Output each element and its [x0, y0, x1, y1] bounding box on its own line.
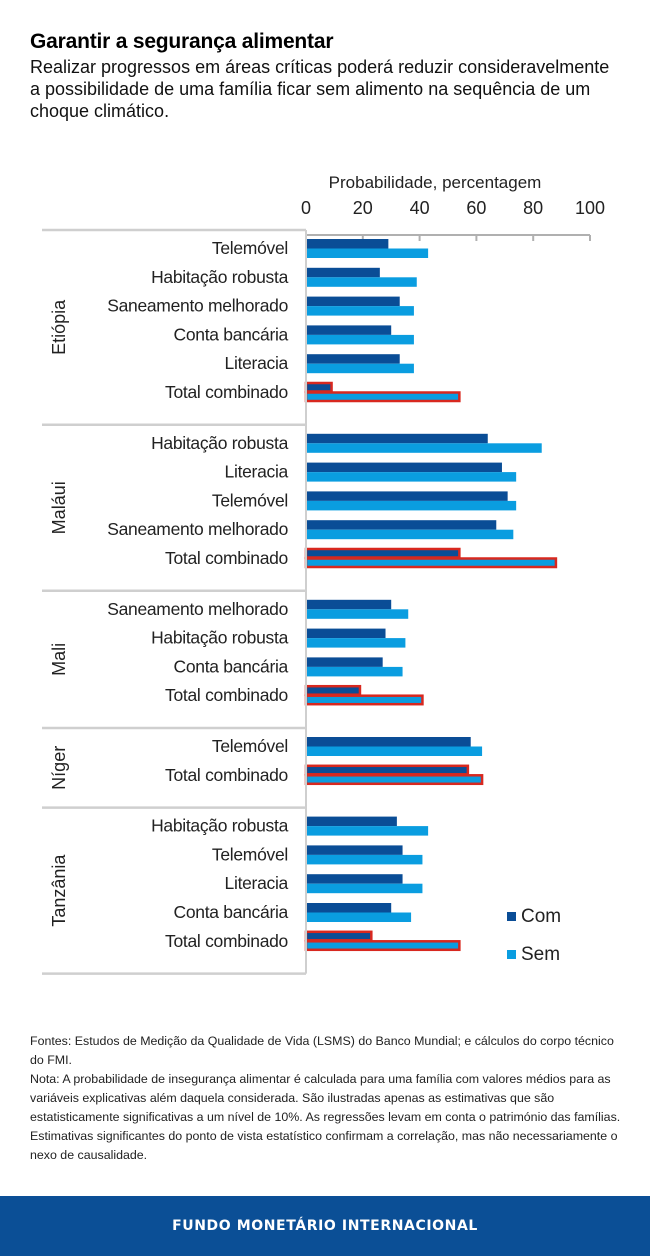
- bar-com: [306, 354, 400, 364]
- category-label: Total combinado: [165, 931, 288, 951]
- bar-sem: [306, 248, 429, 258]
- category-label: Conta bancária: [174, 324, 289, 344]
- bar-sem: [306, 529, 514, 540]
- bar-com: [306, 599, 392, 610]
- x-tick-label: 0: [301, 198, 311, 218]
- legend: Com Sem: [507, 906, 561, 965]
- chart-title: Garantir a segurança alimentar: [30, 30, 334, 53]
- category-label: Total combinado: [165, 382, 288, 402]
- category-label: Habitação robusta: [151, 267, 289, 287]
- category-label: Telemóvel: [212, 238, 288, 258]
- bar-sem: [306, 472, 517, 482]
- category-label: Habitação robusta: [151, 816, 289, 836]
- bar-com: [306, 816, 397, 827]
- category-label: Conta bancária: [174, 656, 289, 676]
- bar-com: [306, 657, 383, 667]
- category-label: Telemóvel: [212, 736, 288, 756]
- bar-com-highlighted: [304, 547, 461, 559]
- category-label: Habitação robusta: [151, 433, 289, 453]
- sources-text: Fontes: Estudos de Medição da Qualidade …: [30, 1034, 614, 1067]
- bar-sem: [306, 912, 412, 922]
- country-label: Etiópia: [49, 299, 69, 355]
- country-label: Níger: [49, 746, 69, 790]
- category-label: Conta bancária: [174, 902, 289, 922]
- bar-com: [306, 433, 488, 444]
- legend-swatch-com: [507, 912, 516, 921]
- x-tick-label: 20: [353, 198, 373, 218]
- bar-com: [306, 239, 389, 249]
- bar-com-highlighted: [304, 764, 470, 776]
- bar-com: [306, 903, 392, 913]
- bar-sem: [306, 306, 414, 316]
- bar-sem: [306, 500, 517, 511]
- bar-com: [306, 874, 403, 884]
- country-label: Maláui: [49, 481, 69, 534]
- category-label: Saneamento melhorado: [107, 296, 288, 316]
- category-label: Total combinado: [165, 685, 288, 705]
- bar-com: [306, 296, 400, 307]
- bar-com: [306, 628, 386, 639]
- category-label: Telemóvel: [212, 844, 288, 864]
- x-tick-label: 40: [410, 198, 430, 218]
- chart-subtitle: Realizar progressos em áreas críticas po…: [30, 57, 610, 121]
- bar-sem: [306, 826, 429, 836]
- bar-sem-highlighted: [304, 774, 484, 786]
- bar-sem: [306, 443, 542, 453]
- bar-sem: [306, 854, 423, 865]
- bar-sem: [306, 277, 417, 287]
- bar-com: [306, 491, 508, 501]
- category-label: Habitação robusta: [151, 628, 289, 648]
- category-label: Telemóvel: [212, 490, 288, 510]
- legend-swatch-sem: [507, 950, 516, 959]
- bar-chart: Probabilidade, percentagem 0 20 40 60 80 100 …: [42, 173, 605, 975]
- country-group: Habitação robusta Telemóvel Literacia Conta…: [42, 806, 461, 952]
- category-label: Literacia: [225, 873, 289, 893]
- bar-sem: [306, 746, 483, 756]
- bar-sem-highlighted: [304, 940, 461, 952]
- organization-name: FUNDO MONETÁRIO INTERNACIONAL: [172, 1218, 478, 1234]
- x-axis: 0 20 40 60 80 100: [301, 198, 605, 241]
- category-label: Total combinado: [165, 548, 288, 568]
- x-tick-label: 60: [466, 198, 486, 218]
- country-label: Mali: [49, 643, 69, 676]
- bar-com: [306, 737, 471, 747]
- bar-sem: [306, 334, 414, 345]
- category-label: Saneamento melhorado: [107, 519, 288, 539]
- country-group: Telemóvel Habitação robusta Saneamento mel…: [42, 228, 461, 403]
- x-axis-label: Probabilidade, percentagem: [329, 173, 542, 192]
- footer-bar: FUNDO MONETÁRIO INTERNACIONAL: [0, 1196, 650, 1256]
- legend-label-sem: Sem: [521, 944, 560, 965]
- bar-com: [306, 520, 497, 530]
- category-label: Saneamento melhorado: [107, 599, 288, 619]
- bar-sem: [306, 638, 406, 648]
- legend-label-com: Com: [521, 906, 561, 927]
- bar-sem: [306, 666, 403, 677]
- category-label: Literacia: [225, 462, 289, 482]
- bar-com: [306, 462, 502, 473]
- category-label: Literacia: [225, 353, 289, 373]
- bar-com-highlighted: [304, 381, 333, 393]
- country-group: Habitação robusta Literacia Telemóvel Sanea…: [42, 423, 558, 569]
- chart-notes: Fontes: Estudos de Medição da Qualidade …: [30, 1032, 625, 1165]
- country-group: Saneamento melhorado Habitação robusta Con…: [42, 589, 424, 706]
- x-tick-label: 100: [575, 198, 605, 218]
- note-text: Nota: A probabilidade de insegurança ali…: [30, 1072, 621, 1162]
- bar-com: [306, 325, 392, 335]
- bar-sem: [306, 363, 414, 374]
- bar-sem-highlighted: [304, 694, 424, 706]
- bar-sem: [306, 609, 409, 619]
- bar-com-highlighted: [304, 930, 373, 942]
- country-group: Telemóvel Total combinado Níger: [42, 726, 484, 790]
- bar-com-highlighted: [304, 684, 362, 696]
- bar-sem-highlighted: [304, 391, 461, 403]
- bar-sem: [306, 883, 423, 894]
- bar-sem-highlighted: [304, 557, 558, 569]
- bar-com: [306, 845, 403, 855]
- country-label: Tanzânia: [49, 854, 69, 927]
- category-label: Total combinado: [165, 765, 288, 785]
- bar-com: [306, 267, 380, 278]
- x-tick-label: 80: [523, 198, 543, 218]
